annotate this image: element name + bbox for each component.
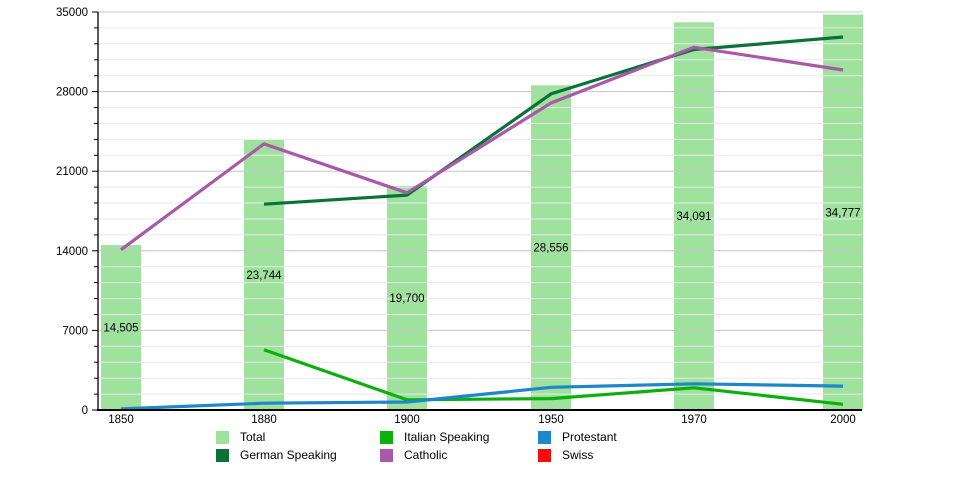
protestant-line [120,382,844,411]
bar-value-label: 34,091 [676,211,711,223]
total-bar [823,14,863,410]
bar-value-label: 14,505 [103,323,138,335]
total-bar [244,140,284,410]
legend-label: Catholic [404,448,448,462]
legend-column-1: Total German Speaking [216,428,337,464]
legend-item-catholic: Catholic [380,446,489,464]
y-tick-label: 28000 [56,87,88,99]
legend-item-italian-speaking: Italian Speaking [380,428,489,446]
total-bar [101,245,141,410]
total-bar [674,22,714,411]
bar-value-label: 28,556 [533,243,568,255]
x-tick-label: 1900 [394,414,420,426]
bar-value-label: 34,777 [825,207,860,219]
legend-label: Total [240,430,266,444]
x-tick-label: 1850 [108,414,134,426]
swiss-swatch-icon [538,448,551,462]
legend-label: German Speaking [240,448,337,462]
legend-column-3: Protestant Swiss [538,428,617,464]
y-tick-label: 7000 [62,325,88,337]
legend-item-german-speaking: German Speaking [216,446,337,464]
catholic-swatch-icon [380,448,393,462]
legend-item-protestant: Protestant [538,428,617,446]
y-tick-label: 35000 [56,7,88,19]
legend-label: Swiss [562,448,594,462]
chart-plot-area: 0 7000 14000 21000 28000 35000 1850 1880 1900 195… [56,7,863,426]
bar-value-label: 23,744 [246,270,282,282]
x-tick-label: 1880 [251,414,277,426]
chart-legend: Total German Speaking Italian Speaking C… [0,428,960,472]
bar-value-label: 19,700 [389,293,424,305]
legend-label: Protestant [562,430,617,444]
german-speaking-line [263,35,844,206]
catholic-line [120,45,844,251]
italian-speaking-line [263,348,844,406]
total-bar [387,186,427,410]
german-speaking-swatch-icon [216,448,229,462]
legend-column-2: Italian Speaking Catholic [380,428,489,464]
x-tick-label: 1970 [681,414,707,426]
total-swatch-icon [216,430,229,444]
y-tick-label: 0 [82,405,88,417]
x-tick-label: 2000 [830,414,856,426]
legend-item-swiss: Swiss [538,446,617,464]
y-tick-label: 14000 [56,246,88,258]
legend-item-total: Total [216,428,337,446]
y-tick-label: 21000 [56,166,88,178]
x-tick-label: 1950 [538,414,564,426]
protestant-swatch-icon [538,430,551,444]
italian-speaking-swatch-icon [380,430,393,444]
legend-label: Italian Speaking [404,430,490,444]
